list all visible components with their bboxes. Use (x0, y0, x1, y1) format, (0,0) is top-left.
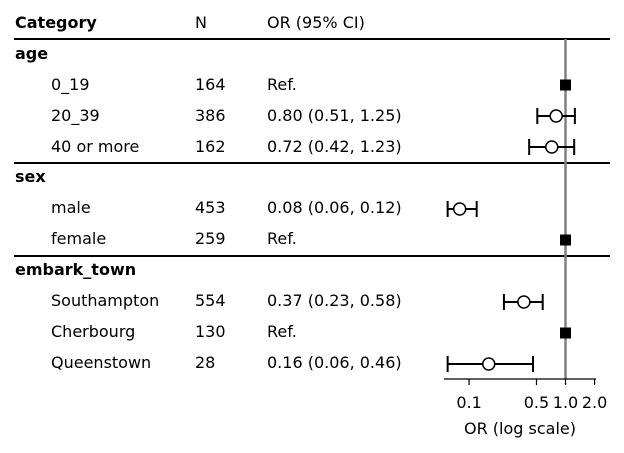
row-n: 162 (195, 137, 226, 156)
group-title-embark-town: embark_town (15, 260, 137, 279)
x-tick-label: 2.0 (582, 393, 607, 412)
row-n: 259 (195, 229, 226, 248)
or-point (549, 109, 563, 123)
row-n: 453 (195, 198, 226, 217)
or-point (452, 202, 467, 216)
or-point (545, 140, 559, 154)
x-tick-label: 0.1 (456, 393, 481, 412)
row-or-text: 0.72 (0.42, 1.23) (267, 137, 402, 156)
row-n: 554 (195, 291, 226, 310)
row-n: 164 (195, 75, 226, 94)
row-or-text: 0.08 (0.06, 0.12) (267, 198, 402, 217)
row-n: 386 (195, 106, 226, 125)
group-title-sex: sex (15, 167, 46, 186)
row-or-text: 0.37 (0.23, 0.58) (267, 291, 402, 310)
or-point (481, 357, 496, 371)
group-divider (14, 162, 610, 164)
row-label: Queenstown (51, 353, 152, 372)
group-divider (14, 255, 610, 257)
row-label: 0_19 (51, 75, 90, 94)
row-or-text: Ref. (267, 322, 297, 341)
or-point (517, 295, 531, 309)
row-label: 20_39 (51, 106, 100, 125)
row-n: 130 (195, 322, 226, 341)
reference-marker (560, 234, 572, 246)
row-n: 28 (195, 353, 216, 372)
reference-marker (560, 79, 572, 91)
header-or: OR (95% CI) (267, 13, 365, 32)
header-divider (14, 38, 610, 40)
row-label: Cherbourg (51, 322, 136, 341)
reference-marker (560, 327, 572, 339)
row-or-text: Ref. (267, 229, 297, 248)
row-or-text: 0.16 (0.06, 0.46) (267, 353, 402, 372)
row-label: 40 or more (51, 137, 140, 156)
row-or-text: 0.80 (0.51, 1.25) (267, 106, 402, 125)
x-tick-label: 0.5 (524, 393, 549, 412)
row-label: male (51, 198, 91, 217)
row-label: Southampton (51, 291, 160, 310)
group-title-age: age (15, 44, 49, 63)
row-or-text: Ref. (267, 75, 297, 94)
header-category: Category (15, 13, 97, 32)
row-label: female (51, 229, 107, 248)
x-tick-label: 1.0 (553, 393, 578, 412)
header-n: N (195, 13, 207, 32)
x-axis-label: OR (log scale) (464, 419, 576, 438)
